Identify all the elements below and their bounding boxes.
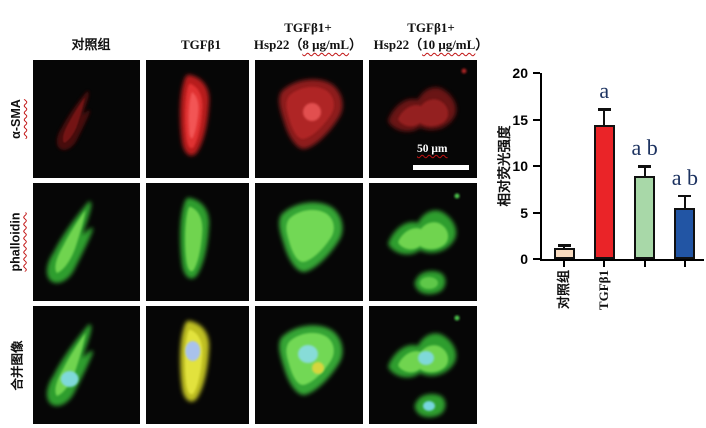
micrograph-merged-tgfb1 [146,306,249,424]
column-header-line1: TGFβ1+ [407,20,455,36]
x-axis-tick-label [677,270,693,340]
dose-text: 8 μg/mL [302,37,350,53]
y-axis-tick-label: 10 [512,158,528,174]
x-axis-tick [563,261,565,267]
y-axis-tick-label: 0 [520,251,528,267]
bar [593,125,615,259]
micrograph-asma-hsp22-8 [255,60,363,178]
error-bar-cap [638,165,652,168]
y-axis-tick [533,211,540,214]
bar [674,207,696,259]
x-axis-tick-label: TGFβ1 [596,270,612,311]
micrograph-merged-hsp22-8 [255,306,363,424]
x-axis-tick-label [637,270,653,340]
error-bar [643,166,646,180]
micrograph-phalloidin-hsp22-10 [369,183,477,301]
column-header-control: 对照组 [6,6,176,54]
column-header-text: 对照组 [71,37,111,53]
error-bar [603,109,606,129]
dose-text: 10 μg/mL [422,37,476,53]
error-bar-cap [557,244,571,247]
micrograph-asma-control [33,60,140,178]
significance-label: a [599,78,610,104]
y-axis-tick-label: 5 [520,204,528,221]
column-header-line1: TGFβ1+ [284,20,332,36]
x-axis-tick-label: 对照组 [556,270,571,310]
micrograph-grid: 50 μm [33,60,477,424]
y-axis-tick-label: 15 [512,111,528,128]
column-header-line2: Hsp22（10 μg/mL） [373,37,489,53]
y-axis-tick [533,72,540,74]
error-bar [683,195,686,211]
micrograph-phalloidin-tgfb1 [146,183,249,301]
micrograph-phalloidin-hsp22-8 [255,183,363,301]
column-header-text: TGFβ1 [180,37,222,53]
column-header-hsp22-10: TGFβ1+ Hsp22（10 μg/mL） [346,6,516,54]
x-axis-tick [603,261,606,267]
micrograph-asma-tgfb1 [146,60,249,178]
column-header-tgfb1: TGFβ1 [116,6,286,54]
y-axis-tick [533,258,540,260]
error-bar-cap [678,194,692,198]
row-label-merged: 合并图像 [10,339,25,391]
significance-label: a b [631,135,658,160]
y-axis-tick [533,118,540,121]
y-axis-tick [533,165,540,167]
y-axis-tick-label: 20 [512,65,528,81]
column-header-hsp22-8: TGFβ1+ Hsp22（8 μg/mL） [223,6,393,54]
error-bar-cap [597,108,611,111]
row-label-phalloidin: phalloidin [9,212,23,272]
bar [553,247,575,259]
micrograph-asma-hsp22-10: 50 μm [369,60,477,178]
significance-label: a b [671,164,699,190]
bar [634,176,656,259]
scale-bar [413,165,469,170]
x-axis-tick [683,261,686,267]
chart-plot: 0 5 10 15 20 对照组 a TGFβ1 a b a b [512,65,704,310]
scale-bar-label: 50 μm [417,143,448,155]
row-label-asma: α-SMA [9,99,23,139]
x-axis-tick [643,261,646,267]
micrograph-merged-hsp22-10 [369,306,477,424]
micrograph-phalloidin-control [33,183,140,301]
column-header-line2: Hsp22（8 μg/mL） [253,37,363,53]
micrograph-merged-control [33,306,140,424]
